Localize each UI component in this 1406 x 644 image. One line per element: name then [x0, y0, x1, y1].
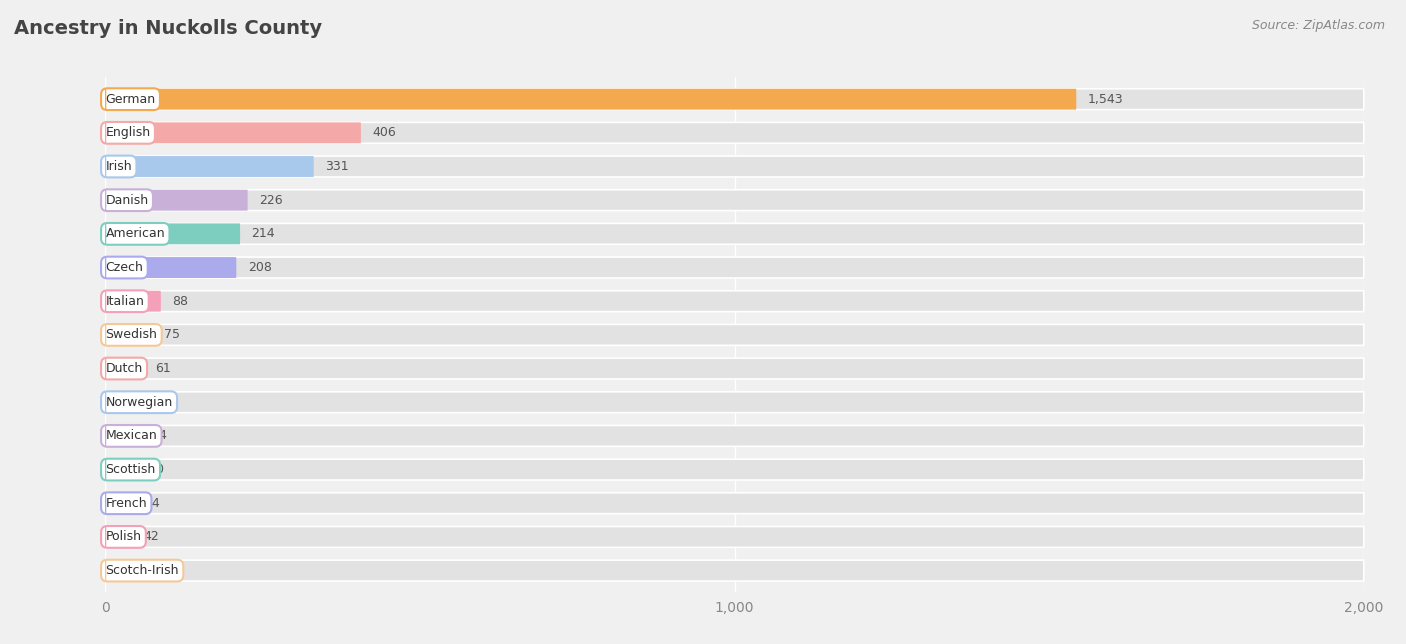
FancyBboxPatch shape — [105, 325, 1364, 345]
FancyBboxPatch shape — [105, 493, 1364, 514]
Text: Source: ZipAtlas.com: Source: ZipAtlas.com — [1251, 19, 1385, 32]
FancyBboxPatch shape — [105, 89, 1364, 109]
Text: 1,543: 1,543 — [1088, 93, 1123, 106]
FancyBboxPatch shape — [105, 527, 132, 547]
FancyBboxPatch shape — [105, 122, 1364, 143]
FancyBboxPatch shape — [105, 426, 1364, 446]
Text: Swedish: Swedish — [105, 328, 157, 341]
FancyBboxPatch shape — [105, 190, 1364, 211]
Text: 54: 54 — [150, 430, 167, 442]
Text: 208: 208 — [247, 261, 271, 274]
Text: Mexican: Mexican — [105, 430, 157, 442]
Text: 226: 226 — [259, 194, 283, 207]
Text: Ancestry in Nuckolls County: Ancestry in Nuckolls County — [14, 19, 322, 39]
Text: 44: 44 — [145, 497, 160, 510]
Text: Norwegian: Norwegian — [105, 395, 173, 409]
Text: Scottish: Scottish — [105, 463, 156, 476]
Text: 61: 61 — [155, 362, 172, 375]
FancyBboxPatch shape — [105, 358, 1364, 379]
FancyBboxPatch shape — [105, 392, 1364, 413]
FancyBboxPatch shape — [105, 325, 153, 345]
FancyBboxPatch shape — [105, 459, 136, 480]
FancyBboxPatch shape — [105, 223, 240, 244]
Text: 50: 50 — [148, 463, 165, 476]
Text: American: American — [105, 227, 165, 240]
FancyBboxPatch shape — [105, 426, 139, 446]
FancyBboxPatch shape — [105, 560, 132, 581]
Text: 88: 88 — [172, 295, 188, 308]
Text: German: German — [105, 93, 156, 106]
Text: Italian: Italian — [105, 295, 145, 308]
FancyBboxPatch shape — [105, 89, 1076, 109]
Text: Dutch: Dutch — [105, 362, 142, 375]
Text: Scotch-Irish: Scotch-Irish — [105, 564, 179, 577]
FancyBboxPatch shape — [105, 257, 1364, 278]
Text: 214: 214 — [252, 227, 276, 240]
FancyBboxPatch shape — [105, 257, 236, 278]
FancyBboxPatch shape — [105, 223, 1364, 244]
Text: 406: 406 — [373, 126, 396, 139]
FancyBboxPatch shape — [105, 156, 314, 177]
Text: 55: 55 — [152, 395, 167, 409]
Text: French: French — [105, 497, 148, 510]
FancyBboxPatch shape — [105, 156, 1364, 177]
Text: Danish: Danish — [105, 194, 149, 207]
FancyBboxPatch shape — [105, 459, 1364, 480]
FancyBboxPatch shape — [105, 291, 1364, 312]
Text: 75: 75 — [165, 328, 180, 341]
FancyBboxPatch shape — [105, 291, 160, 312]
FancyBboxPatch shape — [105, 358, 143, 379]
Text: Czech: Czech — [105, 261, 143, 274]
FancyBboxPatch shape — [105, 392, 141, 413]
FancyBboxPatch shape — [105, 493, 134, 514]
Text: 331: 331 — [325, 160, 349, 173]
FancyBboxPatch shape — [105, 527, 1364, 547]
Text: Polish: Polish — [105, 531, 142, 544]
FancyBboxPatch shape — [105, 122, 361, 143]
Text: 42: 42 — [143, 564, 159, 577]
FancyBboxPatch shape — [105, 560, 1364, 581]
Text: English: English — [105, 126, 150, 139]
Text: 42: 42 — [143, 531, 159, 544]
Text: Irish: Irish — [105, 160, 132, 173]
FancyBboxPatch shape — [105, 190, 247, 211]
